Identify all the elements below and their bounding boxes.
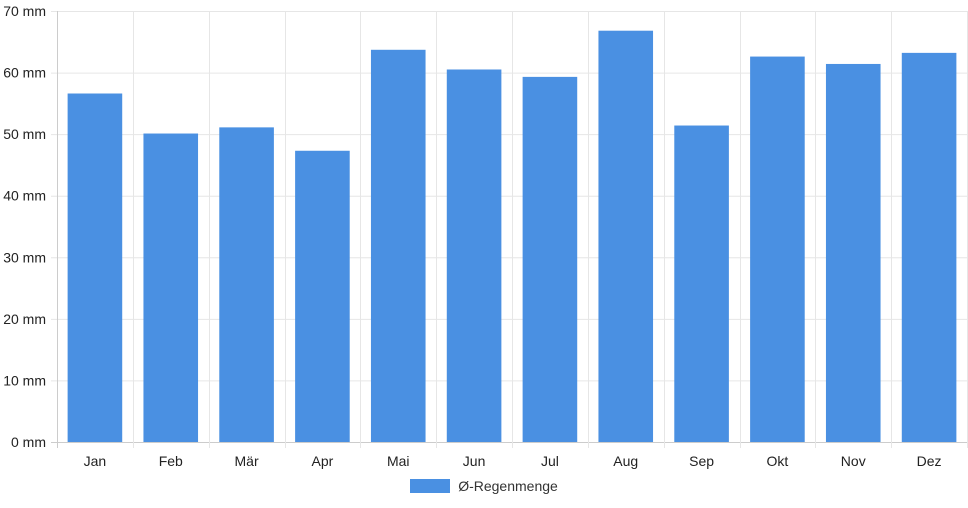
bar-Mai <box>370 49 426 442</box>
bar-Mär <box>219 127 274 443</box>
x-tick-label: Feb <box>159 453 183 469</box>
y-tick-label: 30 mm <box>3 249 46 265</box>
x-tick-label: Sep <box>689 453 714 469</box>
y-tick-label: 10 mm <box>3 372 46 388</box>
y-tick-label: 60 mm <box>3 65 46 81</box>
bar-Dez <box>901 52 957 443</box>
bar-Jan <box>67 93 123 443</box>
bar-Sep <box>674 125 729 442</box>
x-axis-ticks: Jan Feb Mär Apr Mai Jun Jul Aug Sep Okt Nov Dez <box>84 453 942 469</box>
x-tick-label: Jan <box>84 453 107 469</box>
x-tick-label: Jun <box>463 453 486 469</box>
x-tick-label: Okt <box>767 453 789 469</box>
x-tick-label: Mai <box>387 453 410 469</box>
y-axis-ticks: 0 mm 10 mm 20 mm 30 mm 40 mm 50 mm 60 mm 70 mm <box>3 3 46 450</box>
bar-Jun <box>446 69 502 442</box>
y-tick-label: 20 mm <box>3 311 46 327</box>
bar-Apr <box>295 150 350 442</box>
bar-layer <box>67 30 957 443</box>
bar-Jul <box>522 76 578 442</box>
legend-swatch <box>410 479 451 493</box>
y-tick-label: 40 mm <box>3 188 46 204</box>
y-tick-label: 0 mm <box>11 434 46 450</box>
legend: Ø-Regenmenge <box>0 478 968 494</box>
y-tick-label: 70 mm <box>3 3 46 19</box>
bar-Okt <box>750 56 805 442</box>
x-tick-label: Apr <box>312 453 334 469</box>
x-tick-label: Nov <box>841 453 866 469</box>
y-tick-label: 50 mm <box>3 126 46 142</box>
grid-layer <box>51 11 968 448</box>
bar-Aug <box>598 30 654 443</box>
x-tick-label: Jul <box>541 453 559 469</box>
x-tick-label: Dez <box>917 453 942 469</box>
x-tick-label: Mär <box>235 453 259 469</box>
bar-Feb <box>143 133 199 442</box>
legend-label: Ø-Regenmenge <box>458 478 558 494</box>
bar-Nov <box>825 63 881 443</box>
x-tick-label: Aug <box>613 453 638 469</box>
